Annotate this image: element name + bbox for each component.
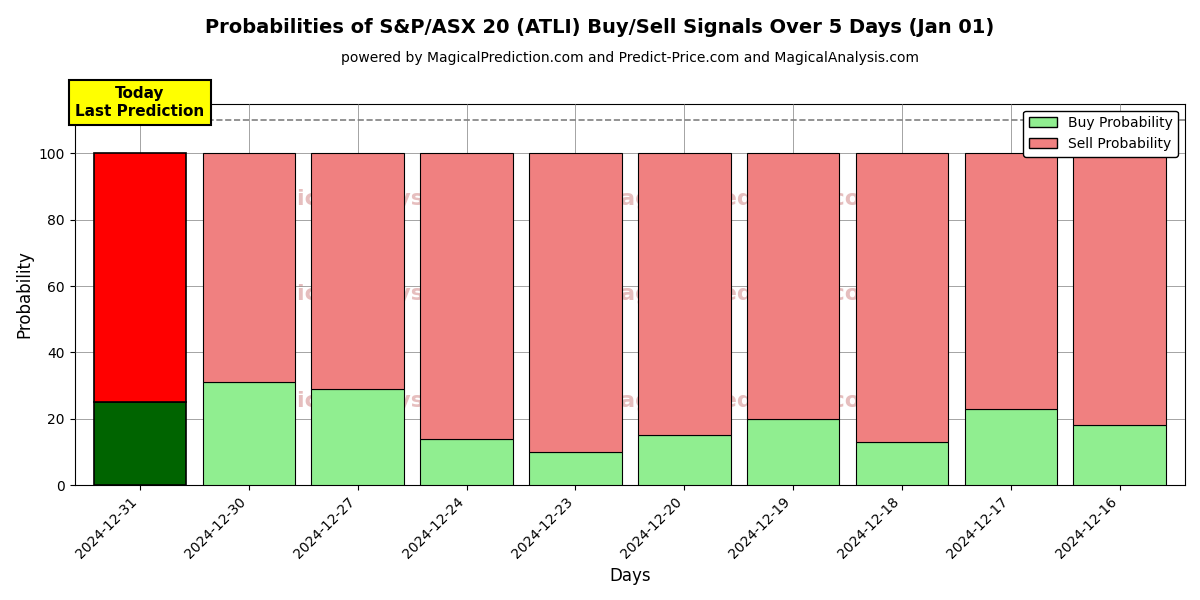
Text: MagicalPrediction.com: MagicalPrediction.com (598, 284, 883, 304)
Bar (312, 154, 404, 389)
Bar (746, 419, 839, 485)
Bar (203, 382, 295, 485)
Bar (94, 154, 186, 402)
Bar (856, 154, 948, 442)
Bar (638, 154, 731, 436)
Bar (203, 154, 295, 382)
Bar (1074, 425, 1166, 485)
Bar (638, 436, 731, 485)
Bar (746, 154, 839, 419)
Bar (420, 439, 512, 485)
X-axis label: Days: Days (610, 567, 650, 585)
Y-axis label: Probability: Probability (16, 250, 34, 338)
Bar (529, 452, 622, 485)
Bar (1074, 154, 1166, 425)
Title: powered by MagicalPrediction.com and Predict-Price.com and MagicalAnalysis.com: powered by MagicalPrediction.com and Pre… (341, 51, 919, 65)
Bar (420, 154, 512, 439)
Bar (856, 442, 948, 485)
Text: MagicalAnalysis.com: MagicalAnalysis.com (244, 284, 505, 304)
Bar (965, 154, 1057, 409)
Text: MagicalPrediction.com: MagicalPrediction.com (598, 189, 883, 209)
Text: MagicalAnalysis.com: MagicalAnalysis.com (244, 189, 505, 209)
Text: Probabilities of S&P/ASX 20 (ATLI) Buy/Sell Signals Over 5 Days (Jan 01): Probabilities of S&P/ASX 20 (ATLI) Buy/S… (205, 18, 995, 37)
Bar (965, 409, 1057, 485)
Text: Today
Last Prediction: Today Last Prediction (76, 86, 204, 119)
Legend: Buy Probability, Sell Probability: Buy Probability, Sell Probability (1024, 110, 1178, 157)
Text: MagicalPrediction.com: MagicalPrediction.com (598, 391, 883, 411)
Text: MagicalAnalysis.com: MagicalAnalysis.com (244, 391, 505, 411)
Bar (94, 402, 186, 485)
Bar (529, 154, 622, 452)
Bar (312, 389, 404, 485)
